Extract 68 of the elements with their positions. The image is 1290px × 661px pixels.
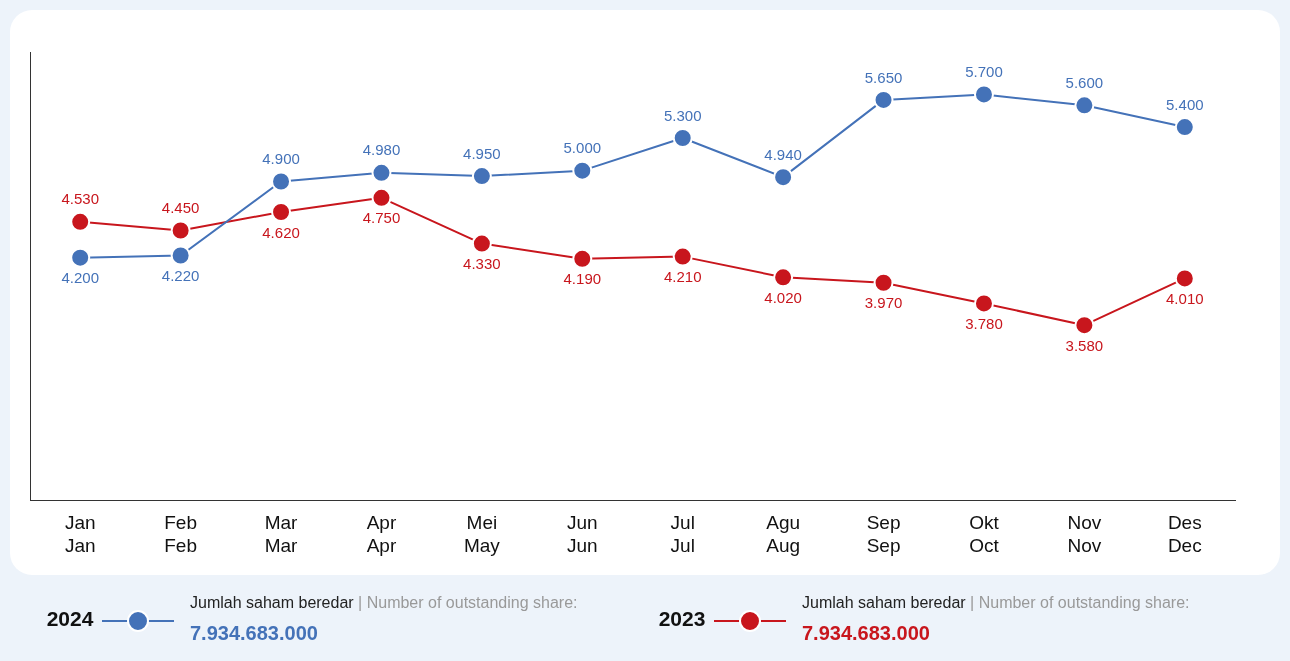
data-label: 3.580 — [1065, 336, 1104, 354]
point — [873, 272, 894, 293]
data-label: 5.300 — [663, 106, 702, 124]
point — [572, 248, 593, 269]
x-tick-label: Mar Mar — [264, 512, 299, 556]
point — [672, 127, 693, 148]
x-tick-label: Jun Jun — [566, 512, 598, 556]
point — [371, 162, 392, 183]
data-label: 5.700 — [965, 63, 1003, 81]
point — [271, 171, 292, 192]
text: | Number of outstanding share: — [969, 594, 1190, 611]
data-label: 3.780 — [965, 315, 1003, 333]
text: Jumlah saham beredar — [802, 594, 966, 611]
x-tick-label: Agu Aug — [766, 512, 801, 556]
data-label: 4.530 — [61, 190, 99, 208]
data-label: 4.450 — [161, 199, 200, 217]
x-tick-label: Apr Apr — [366, 512, 397, 556]
x-tick-label: Nov Nov — [1067, 512, 1102, 556]
point — [70, 247, 91, 268]
data-label: 4.620 — [262, 223, 300, 241]
data-label: 4.200 — [61, 269, 99, 287]
data-label: 5.000 — [563, 139, 602, 157]
data-label: 4.190 — [563, 270, 602, 288]
data-label: 4.900 — [262, 150, 300, 168]
x-tick-label: Okt Oct — [969, 512, 1000, 556]
point — [1074, 315, 1095, 336]
x-tick-label: Des Dec — [1167, 512, 1202, 556]
point — [572, 160, 593, 181]
point — [1174, 268, 1195, 289]
data-label: 4.980 — [362, 141, 401, 159]
point — [1174, 117, 1195, 138]
data-label: 4.020 — [764, 288, 802, 306]
point — [471, 166, 492, 187]
x-tick-label: Mei May — [463, 512, 501, 556]
point — [271, 201, 292, 222]
point — [973, 293, 994, 314]
point — [973, 84, 994, 105]
data-label: 4.210 — [663, 268, 702, 286]
x-tick-label: Sep Sep — [866, 512, 901, 556]
data-label: 5.400 — [1166, 95, 1204, 113]
x-tick-label: Jan Jan — [64, 512, 96, 556]
text: Jumlah saham beredar — [190, 594, 354, 611]
data-label: 4.750 — [362, 209, 401, 227]
point — [471, 233, 492, 254]
text: 7.934.683.000 — [190, 622, 318, 645]
point — [170, 220, 191, 241]
data-label: 3.970 — [864, 294, 903, 312]
data-label: 4.940 — [764, 145, 802, 163]
point — [672, 246, 693, 267]
data-label: 4.950 — [463, 144, 501, 162]
x-tick-label: Jul Jul — [670, 512, 695, 556]
point — [773, 267, 794, 288]
point — [371, 187, 392, 208]
data-label: 5.650 — [864, 68, 903, 86]
point — [1074, 95, 1095, 116]
legend-label: 2023 — [657, 607, 707, 631]
point — [170, 245, 191, 266]
point — [773, 167, 794, 188]
legend-label: 2024 — [45, 607, 95, 631]
data-label: 5.600 — [1065, 73, 1104, 91]
x-tick-label: Feb Feb — [164, 512, 197, 556]
data-label: 4.220 — [161, 267, 200, 285]
point — [873, 89, 894, 110]
text: 7.934.683.000 — [802, 622, 930, 645]
text: | Number of outstanding share: — [357, 594, 578, 611]
data-label: 4.330 — [463, 255, 501, 273]
data-label: 4.010 — [1166, 290, 1204, 308]
point — [70, 211, 91, 232]
